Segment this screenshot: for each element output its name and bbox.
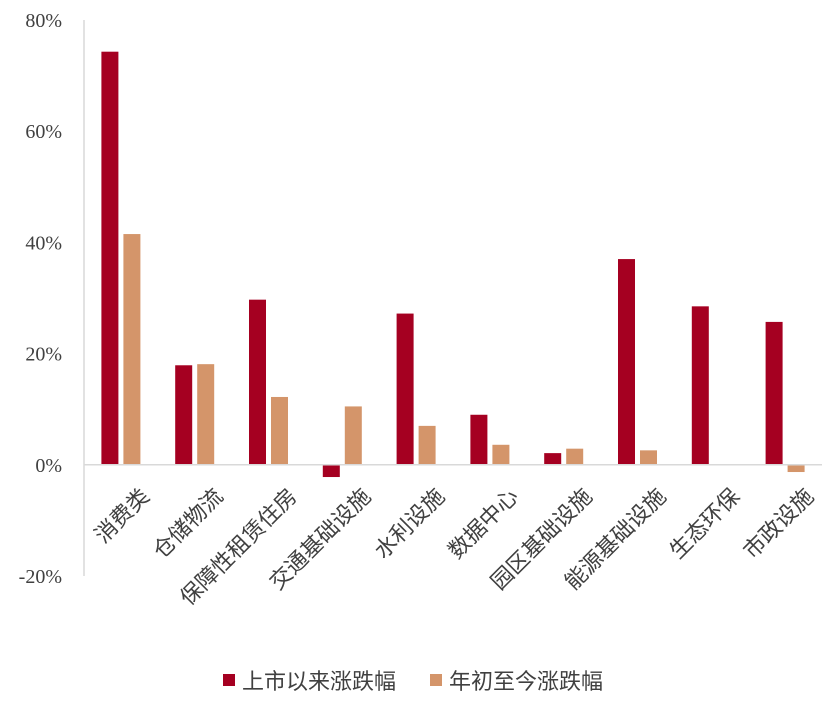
legend-item-series-1: 上市以来涨跌幅 [222, 664, 396, 696]
bars [101, 51, 805, 478]
x-tick-label: 水利设施 [370, 484, 450, 564]
legend-swatch [430, 674, 442, 686]
y-tick-label: 60% [25, 121, 62, 143]
bar-series-2 [271, 396, 288, 465]
bar-series-1 [322, 464, 340, 478]
y-tick-label: 20% [25, 344, 62, 366]
x-tick-label: 生态环保 [665, 484, 745, 564]
legend-swatch [222, 674, 235, 686]
bar-series-1 [396, 313, 414, 465]
y-tick-label: 80% [25, 10, 62, 32]
bar-series-2 [344, 406, 362, 465]
y-tick-label: 0% [35, 455, 62, 477]
bar-series-1 [691, 306, 709, 465]
bar-series-2 [123, 234, 141, 465]
bar-series-1 [765, 321, 783, 465]
bar-series-2 [418, 425, 436, 465]
legend-item-series-2: 年初至今涨跌幅 [430, 664, 603, 696]
y-tick-label: 40% [25, 232, 62, 254]
bar-series-1 [470, 414, 488, 465]
y-tick-label: -20% [19, 566, 62, 588]
x-axis-labels: 消费类仓储物流保障性租赁住房交通基础设施水利设施数据中心园区基础设施能源基础设施… [90, 484, 819, 611]
bar-series-1 [249, 299, 266, 465]
bar-series-2 [640, 450, 657, 465]
bar-series-1 [101, 51, 119, 465]
bar-series-2 [492, 444, 510, 465]
bar-series-2 [566, 448, 584, 465]
bar-series-1 [175, 365, 193, 465]
x-tick-label: 市政设施 [739, 484, 819, 564]
bar-series-1 [544, 453, 562, 465]
legend-label: 上市以来涨跌幅 [241, 670, 396, 695]
y-axis: 80% 60% 40% 20% 0% -20% [19, 10, 62, 588]
legend-label: 年初至今涨跌幅 [449, 670, 604, 695]
legend: 上市以来涨跌幅 年初至今涨跌幅 [0, 664, 826, 696]
bar-series-2 [787, 464, 805, 473]
bar-series-2 [197, 364, 215, 465]
bar-series-1 [618, 259, 635, 465]
x-tick-label: 消费类 [90, 484, 154, 548]
